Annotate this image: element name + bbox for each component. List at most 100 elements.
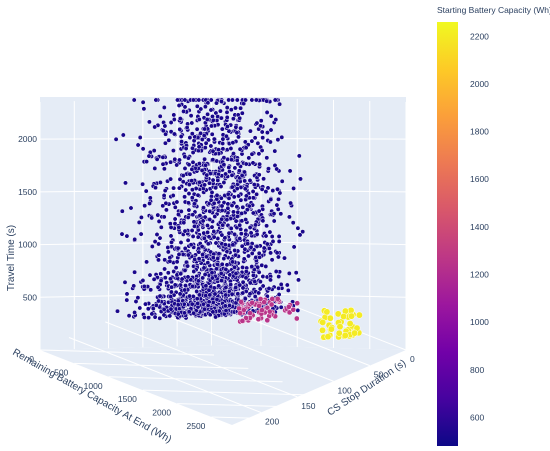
data-point — [257, 254, 263, 260]
data-point — [170, 148, 176, 154]
data-point — [156, 241, 162, 247]
data-point — [240, 279, 246, 285]
data-point — [183, 187, 189, 193]
data-point — [202, 182, 208, 188]
data-point — [264, 98, 270, 104]
data-point — [202, 214, 208, 220]
data-point — [250, 272, 256, 278]
data-point — [153, 97, 159, 103]
data-point — [202, 156, 208, 162]
data-point — [276, 238, 282, 244]
data-point — [233, 105, 238, 111]
data-point — [223, 133, 229, 139]
data-point — [255, 316, 262, 323]
data-point — [182, 165, 188, 171]
data-point — [199, 244, 205, 249]
data-point — [191, 310, 197, 316]
data-point — [147, 272, 153, 278]
data-point — [168, 120, 174, 125]
data-point — [178, 208, 184, 214]
x-tick-label: 1500 — [118, 394, 137, 404]
data-point — [327, 325, 335, 333]
data-point — [191, 201, 197, 207]
data-point — [190, 159, 196, 165]
data-point — [138, 231, 144, 237]
data-point — [242, 246, 248, 252]
data-point — [229, 157, 234, 163]
data-point — [194, 126, 200, 132]
data-point — [293, 315, 300, 322]
data-point — [201, 235, 207, 241]
data-point — [201, 133, 207, 139]
data-point — [213, 314, 219, 320]
data-point — [137, 135, 143, 140]
data-point — [243, 275, 249, 281]
data-point — [269, 257, 275, 263]
data-point — [219, 278, 224, 284]
data-point — [256, 172, 262, 178]
data-point — [238, 197, 244, 203]
data-point — [240, 204, 246, 210]
data-point — [251, 182, 257, 188]
data-point — [171, 131, 177, 137]
data-point — [162, 266, 168, 272]
data-point — [236, 193, 242, 199]
z-tick-label: 2000 — [18, 134, 37, 144]
data-point — [224, 262, 230, 268]
data-point — [158, 278, 164, 284]
data-point — [176, 251, 182, 257]
data-point — [230, 259, 235, 265]
data-point — [216, 283, 222, 289]
data-point — [236, 168, 242, 174]
data-point — [185, 263, 191, 269]
data-point — [168, 129, 174, 135]
data-point — [210, 148, 216, 154]
data-point — [202, 126, 208, 132]
data-point — [208, 197, 214, 203]
data-point — [156, 257, 161, 263]
data-point — [199, 137, 205, 142]
x-tick-label: 0 — [29, 354, 34, 364]
data-point — [214, 100, 219, 106]
data-point — [261, 299, 268, 306]
data-point — [165, 245, 171, 250]
data-point — [204, 117, 210, 122]
data-point — [123, 180, 128, 186]
data-point — [278, 304, 284, 310]
data-point — [175, 302, 181, 308]
data-point — [258, 118, 264, 124]
data-point — [323, 308, 331, 316]
data-point — [186, 191, 192, 197]
data-point — [168, 224, 174, 230]
data-point — [257, 279, 263, 285]
data-point — [219, 126, 225, 132]
x-gridline — [74, 362, 249, 369]
data-point — [207, 208, 213, 214]
data-point — [219, 232, 225, 238]
data-point — [168, 233, 174, 239]
data-point — [272, 148, 278, 154]
data-point — [151, 276, 157, 282]
data-point — [213, 185, 219, 191]
data-point — [243, 217, 249, 223]
data-point — [233, 252, 239, 258]
data-point — [152, 165, 158, 171]
data-point — [275, 137, 281, 143]
data-point — [190, 212, 196, 218]
data-point — [182, 104, 188, 110]
data-point — [119, 208, 125, 214]
data-point — [132, 236, 138, 242]
data-point — [230, 242, 236, 248]
data-point — [219, 203, 225, 209]
data-point — [218, 115, 224, 121]
data-point — [284, 282, 290, 288]
data-point — [282, 255, 287, 261]
data-point — [113, 136, 119, 142]
data-point — [247, 178, 253, 183]
data-point — [293, 270, 299, 276]
y-gridline — [141, 305, 334, 382]
data-point — [142, 203, 148, 209]
data-point — [168, 289, 174, 295]
data-point — [131, 283, 137, 289]
data-point — [152, 314, 158, 320]
